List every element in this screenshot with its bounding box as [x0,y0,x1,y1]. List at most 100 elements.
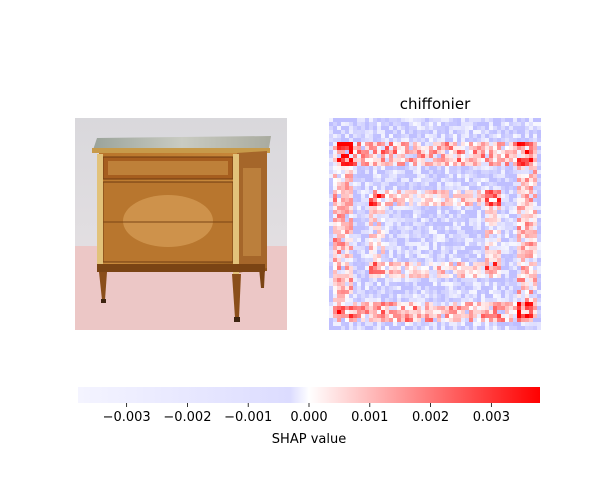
shap-cell [417,186,422,191]
shap-cell [397,282,402,287]
shap-cell [425,186,430,191]
shap-cell [497,130,502,135]
shap-cell [517,122,522,127]
shap-cell [493,322,498,327]
shap-cell [441,134,446,139]
shap-cell [417,294,422,299]
shap-cell [401,318,406,323]
shap-cell [497,254,502,259]
shap-cell [377,162,382,167]
shap-cell [365,254,370,259]
shap-cell [533,214,538,219]
shap-cell [333,146,338,151]
shap-cell [469,290,474,295]
foot-front-left [101,299,106,303]
shap-cell [449,246,454,251]
shap-cell [485,150,490,155]
shap-cell [489,122,494,127]
shap-cell [405,146,410,151]
shap-cell [489,250,494,255]
shap-cell [537,238,541,243]
shap-cell [449,242,454,247]
shap-cell [373,246,378,251]
shap-cell [365,286,370,291]
shap-cell [469,238,474,243]
shap-cell [429,242,434,247]
shap-cell [481,126,486,131]
shap-cell [361,310,366,315]
shap-cell [377,218,382,223]
shap-cell [529,222,534,227]
shap-cell [369,318,374,323]
shap-cell [329,310,334,315]
shap-cell [441,246,446,251]
shap-cell [453,322,458,327]
shap-cell [445,322,450,327]
shap-cell [453,170,458,175]
shap-cell [493,218,498,223]
shap-cell [537,314,541,319]
shap-cell [433,182,438,187]
shap-cell [413,262,418,267]
shap-cell [385,198,390,203]
shap-cell [529,162,534,167]
shap-cell [469,234,474,239]
shap-cell [445,194,450,199]
shap-cell [329,222,334,227]
shap-cell [533,302,538,307]
shap-cell [333,142,338,147]
shap-cell [481,158,486,163]
shap-cell [401,306,406,311]
shap-cell [493,210,498,215]
shap-cell [333,282,338,287]
shap-cell [337,226,342,231]
shap-cell [513,202,518,207]
shap-cell [533,218,538,223]
shap-cell [353,182,358,187]
shap-cell [365,118,370,123]
shap-cell [397,302,402,307]
shap-cell [421,286,426,291]
shap-cell [373,174,378,179]
colorbar-gradient [78,387,540,403]
shap-cell [369,138,374,143]
shap-cell [461,298,466,303]
shap-cell [529,230,534,235]
shap-cell [429,266,434,271]
shap-cell [345,226,350,231]
shap-cell [473,310,478,315]
shap-cell [381,186,386,191]
shap-cell [473,230,478,235]
shap-cell [537,326,541,330]
shap-cell [517,214,522,219]
shap-cell [409,234,414,239]
shap-cell [457,270,462,275]
shap-cell [429,214,434,219]
shap-cell [353,262,358,267]
shap-cell [437,194,442,199]
shap-cell [481,278,486,283]
front-left-pilaster [97,154,103,270]
shap-cell [429,222,434,227]
shap-cell [377,154,382,159]
shap-cell [425,118,430,123]
shap-cell [477,158,482,163]
shap-cell [425,170,430,175]
shap-cell [485,246,490,251]
shap-cell [397,326,402,330]
shap-cell [381,194,386,199]
shap-cell [513,230,518,235]
shap-cell [369,198,374,203]
shap-cell [529,278,534,283]
shap-cell [345,246,350,251]
shap-cell [373,242,378,247]
shap-cell [465,254,470,259]
shap-cell [513,150,518,155]
shap-cell [341,154,346,159]
shap-cell [501,150,506,155]
shap-cell [505,290,510,295]
shap-cell [365,182,370,187]
shap-cell [373,198,378,203]
shap-cell [429,282,434,287]
shap-cell [405,162,410,167]
